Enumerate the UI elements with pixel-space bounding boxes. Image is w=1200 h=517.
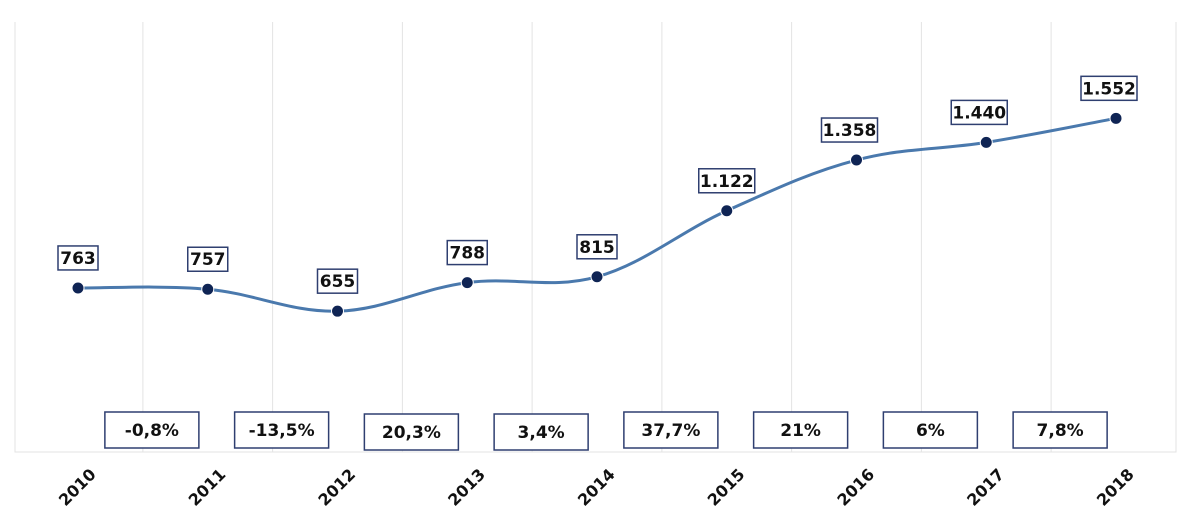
value-label-2010: 763 [60, 249, 96, 269]
plot-frame [14, 22, 1177, 453]
percent-change-box-2016-2017 [882, 411, 979, 449]
percent-change-label-2016-2017: 6% [916, 421, 945, 441]
value-label-2011: 757 [190, 250, 226, 270]
x-tick-label-2017: 2017 [963, 465, 1008, 510]
x-tick-label-2011: 2011 [185, 465, 230, 510]
percent-change-box-2015-2016 [752, 411, 849, 449]
percent-change-box-2012-2013 [363, 413, 460, 451]
percent-change-label-2011-2012: -13,5% [249, 421, 315, 441]
value-label-box-2013 [446, 239, 488, 266]
value-label-layer: 763 757 655 788 815 1.122 1.358 1.440 1.552 [57, 75, 1138, 294]
value-label-2013: 788 [450, 244, 486, 264]
value-label-box-2011 [187, 246, 229, 272]
data-point-2014 [590, 270, 604, 284]
grid-layer [14, 22, 1177, 453]
data-point-2010 [71, 281, 85, 295]
percent-change-box-2013-2014 [493, 413, 589, 451]
percent-change-label-2014-2015: 37,7% [641, 421, 700, 441]
x-axis-labels: 2010 2011 2012 2013 2014 2015 2016 2017 2018 [55, 465, 1138, 510]
percent-change-box-2014-2015 [623, 411, 719, 449]
x-tick-label-2014: 2014 [574, 465, 619, 510]
data-point-2012 [331, 304, 344, 318]
percent-change-box-2010-2011 [104, 411, 200, 449]
x-tick-label-2015: 2015 [704, 465, 749, 510]
value-label-box-2010 [57, 245, 99, 271]
value-label-box-2014 [576, 234, 618, 260]
value-label-2015: 1.122 [700, 172, 754, 192]
data-point-2015 [720, 204, 734, 218]
value-label-box-2015 [698, 168, 756, 194]
value-label-box-2012 [316, 268, 359, 294]
value-label-2016: 1.358 [823, 121, 877, 141]
x-tick-label-2010: 2010 [55, 465, 100, 510]
percent-change-label-2013-2014: 3,4% [518, 423, 565, 443]
percent-change-label-2012-2013: 20,3% [382, 423, 441, 443]
value-label-box-2018 [1080, 75, 1138, 102]
percent-change-box-2017-2018 [1012, 411, 1108, 449]
x-tick-label-2016: 2016 [833, 465, 878, 510]
percent-change-label-2015-2016: 21% [780, 421, 821, 441]
percent-change-layer: -0,8% -13,5% 20,3% 3,4% 37,7% 21% 6% 7,8% [104, 411, 1108, 451]
data-point-2013 [460, 276, 474, 290]
percent-change-label-2017-2018: 7,8% [1037, 421, 1084, 441]
data-point-2018 [1109, 111, 1123, 125]
value-label-box-2016 [820, 117, 879, 143]
x-tick-label-2012: 2012 [314, 465, 359, 510]
x-tick-label-2013: 2013 [444, 465, 489, 510]
value-label-2018: 1.552 [1082, 79, 1136, 99]
percent-change-label-2010-2011: -0,8% [125, 421, 179, 441]
percent-change-box-2011-2012 [233, 411, 330, 449]
data-point-2011 [201, 282, 215, 296]
value-label-2012: 655 [320, 272, 356, 292]
value-label-box-2017 [950, 99, 1008, 126]
value-label-2014: 815 [579, 238, 615, 258]
data-point-2017 [979, 135, 993, 149]
x-tick-label-2018: 2018 [1093, 465, 1138, 510]
value-label-2017: 1.440 [952, 103, 1006, 123]
point-layer [71, 111, 1123, 318]
data-point-2016 [850, 153, 863, 167]
